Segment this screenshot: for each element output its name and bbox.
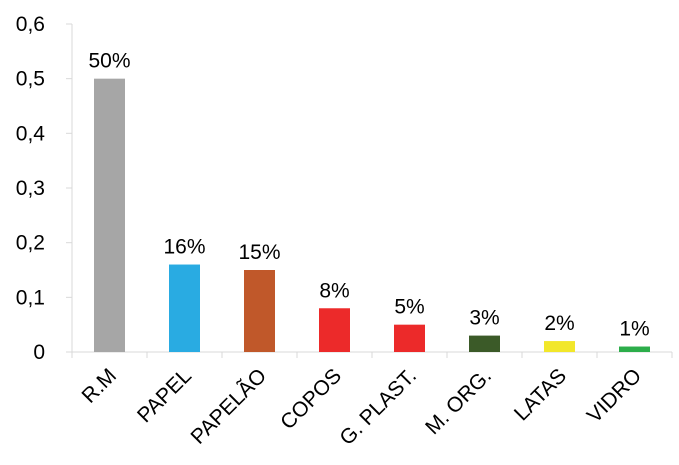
x-axis [71,351,673,358]
category-label: PAPELÃO [186,364,271,449]
category-label: R.M [78,364,121,407]
data-label: 16% [163,236,205,259]
bar [319,308,350,352]
data-label: 8% [319,279,349,302]
data-label: 2% [544,312,574,335]
bar [394,324,425,352]
data-label: 5% [394,296,424,319]
bar [94,78,125,353]
bar [544,341,575,352]
y-tick-label: 0,4 [16,122,46,145]
category-label: LATAS [510,364,571,425]
bar [169,264,200,352]
data-label: 1% [619,318,649,341]
bars [94,78,650,353]
bar [619,346,650,352]
y-tick-label: 0,3 [16,177,45,200]
category-label: M. ORG. [421,364,496,439]
bar [244,270,275,352]
data-label: 15% [238,241,280,264]
data-labels: 50% 16% 15% 8% 5% 3% 2% 1% [88,50,649,341]
y-tick-label: 0,2 [16,232,45,255]
y-tick-label: 0,1 [16,286,45,309]
y-tick-labels: 0 0,1 0,2 0,3 0,4 0,5 0,6 [16,13,72,364]
category-label: VIDRO [583,364,646,427]
bar [469,335,500,352]
category-label: COPOS [276,364,346,434]
data-label: 50% [88,50,130,73]
data-label: 3% [469,307,499,330]
y-tick-label: 0,6 [16,13,45,36]
category-label: PAPEL [133,364,196,427]
y-tick-label: 0 [33,341,45,364]
y-tick-label: 0,5 [16,68,45,91]
category-label: G. PLAST. [335,364,421,450]
